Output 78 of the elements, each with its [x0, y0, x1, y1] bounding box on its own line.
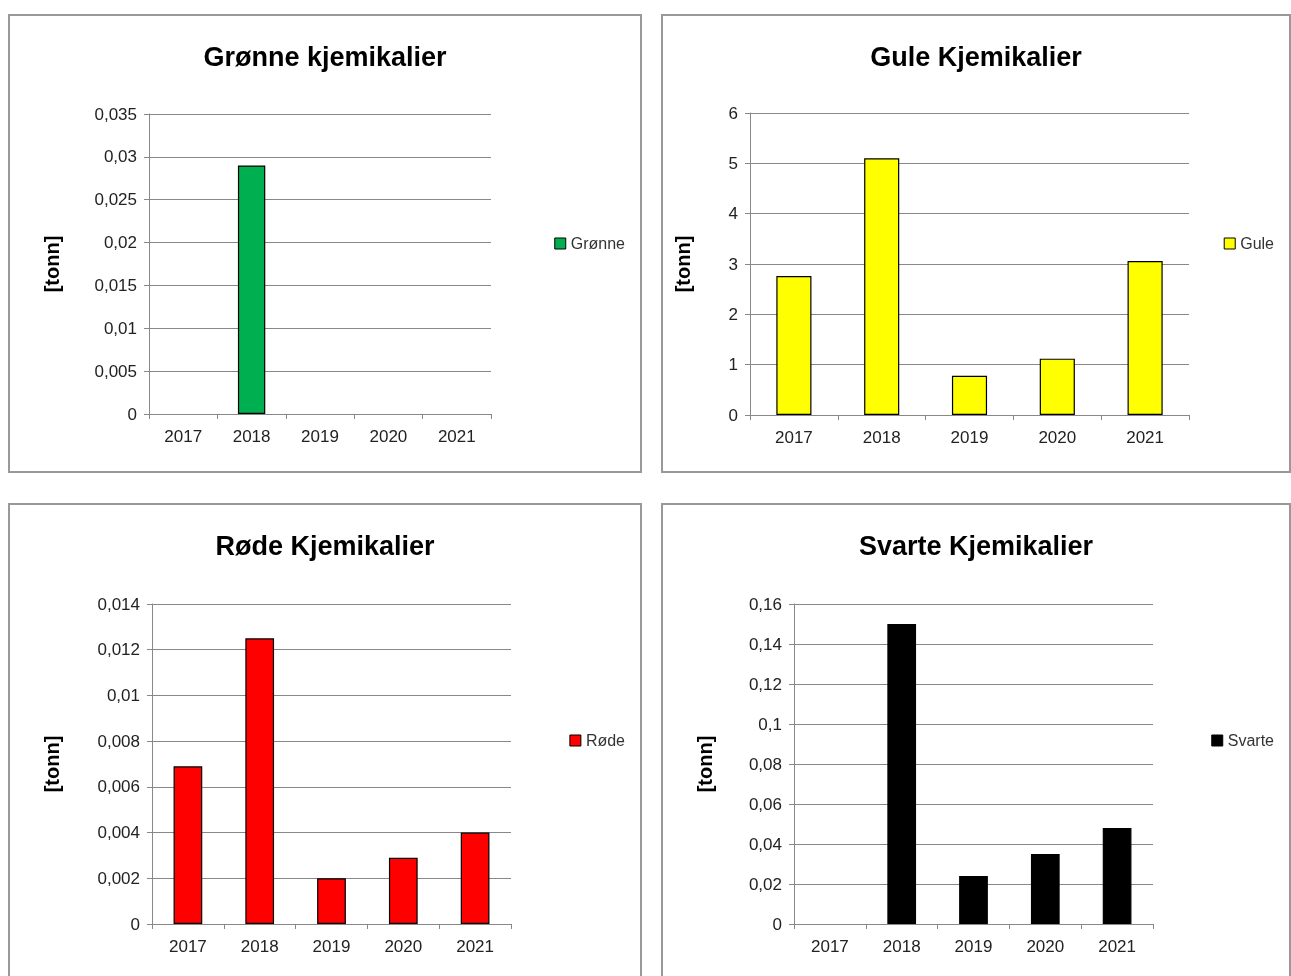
- y-tick-label: 0,008: [97, 731, 140, 751]
- y-tick-label: 0,004: [97, 823, 140, 843]
- bar: [1030, 854, 1060, 924]
- legend-label: Svarte: [1227, 732, 1275, 749]
- bar: [864, 158, 900, 415]
- bar: [173, 766, 203, 924]
- y-tick-label: 0,02: [103, 233, 137, 253]
- legend-label: Gule: [1240, 235, 1275, 252]
- x-tick-label: 2019: [954, 937, 993, 956]
- y-tick-label: 2: [728, 304, 738, 324]
- x-tick-label: 2017: [164, 427, 203, 446]
- y-tick-label: 0,006: [97, 777, 140, 797]
- bar: [245, 638, 275, 924]
- y-tick-label: 0: [728, 405, 738, 425]
- y-tick-label: 0,014: [97, 594, 140, 614]
- chart-title: Grønne kjemikalier: [203, 41, 448, 72]
- chart-title: Gule Kjemikalier: [870, 41, 1083, 72]
- y-tick-label: 0,015: [94, 275, 137, 295]
- y-tick-label: 0: [772, 914, 782, 934]
- y-tick-label: 0,002: [97, 868, 140, 888]
- x-tick-label: 2017: [810, 937, 849, 956]
- x-tick-label: 2017: [168, 937, 207, 956]
- chart-title: Røde Kjemikalier: [215, 530, 436, 561]
- x-tick-label: 2017: [774, 428, 813, 447]
- x-tick-label: 2019: [312, 937, 351, 956]
- x-tick-label: 2021: [437, 427, 476, 446]
- legend-label: Grønne: [570, 235, 626, 252]
- y-axis-title: [tonn]: [694, 735, 716, 793]
- y-tick-label: 0,005: [94, 361, 137, 381]
- y-tick-label: 6: [728, 103, 738, 123]
- x-tick-label: 2021: [456, 937, 495, 956]
- y-tick-label: 0,03: [103, 147, 137, 167]
- y-axis-title: [tonn]: [41, 235, 63, 293]
- x-tick-label: 2020: [384, 937, 423, 956]
- bar: [460, 832, 490, 924]
- y-tick-label: 0,06: [748, 794, 782, 814]
- x-tick-label: 2021: [1126, 428, 1165, 447]
- y-axis-title: [tonn]: [672, 235, 694, 293]
- chart-title: Svarte Kjemikalier: [858, 530, 1094, 561]
- bar: [951, 375, 988, 415]
- bar: [887, 624, 917, 924]
- x-tick-label: 2018: [862, 428, 901, 447]
- y-tick-label: 0,16: [748, 594, 782, 614]
- y-tick-label: 1: [728, 355, 738, 375]
- x-tick-label: 2020: [1026, 937, 1065, 956]
- x-tick-label: 2020: [1038, 428, 1077, 447]
- legend-label: Røde: [585, 732, 626, 749]
- y-tick-label: 5: [728, 153, 738, 173]
- x-tick-label: 2019: [301, 427, 339, 446]
- x-tick-label: 2021: [1098, 937, 1137, 956]
- y-axis-title: [tonn]: [41, 735, 63, 793]
- y-tick-label: 0: [130, 914, 140, 934]
- bar: [1127, 260, 1163, 415]
- y-tick-label: 0,08: [748, 754, 782, 774]
- x-tick-label: 2018: [882, 937, 921, 956]
- bar: [959, 876, 988, 924]
- y-tick-label: 0,01: [106, 685, 140, 705]
- bar: [1039, 358, 1075, 415]
- y-tick-label: 0,12: [748, 674, 782, 694]
- x-tick-label: 2018: [240, 937, 279, 956]
- y-tick-label: 0,04: [748, 834, 782, 854]
- x-tick-label: 2018: [232, 427, 271, 446]
- y-tick-label: 0,035: [94, 104, 137, 124]
- y-tick-label: 0,1: [758, 714, 782, 734]
- y-tick-label: 0,14: [748, 634, 782, 654]
- y-tick-label: 0,012: [97, 640, 140, 660]
- bar: [1102, 828, 1132, 924]
- y-tick-label: 3: [728, 254, 738, 274]
- x-tick-label: 2019: [950, 428, 989, 447]
- y-tick-label: 0,01: [103, 318, 137, 338]
- bar: [776, 276, 812, 415]
- y-tick-label: 0: [127, 404, 137, 424]
- y-tick-label: 4: [728, 204, 738, 224]
- bar: [317, 878, 346, 924]
- y-tick-label: 0,025: [94, 190, 137, 210]
- bar: [388, 857, 418, 924]
- x-tick-label: 2020: [369, 427, 408, 446]
- y-tick-label: 0,02: [748, 874, 782, 894]
